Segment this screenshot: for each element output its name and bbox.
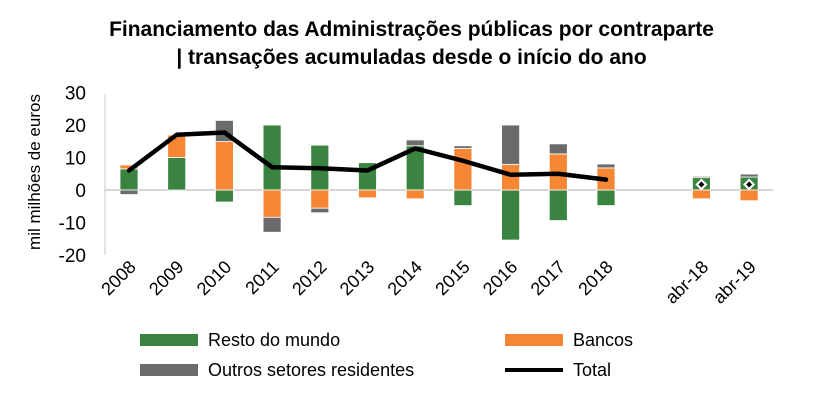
x-tick-label: 2018 xyxy=(574,257,616,299)
x-tick-label: 2017 xyxy=(527,257,569,299)
x-tick-label: abr-19 xyxy=(709,257,760,308)
bar-outros-setores-residentes xyxy=(596,163,616,169)
legend-swatch xyxy=(140,364,198,376)
bar-bancos xyxy=(739,189,759,202)
chart-title-line-1: Financiamento das Administrações pública… xyxy=(109,18,714,41)
y-axis-label: mil milhões de euros xyxy=(25,94,44,250)
y-tick-label: 30 xyxy=(65,84,86,105)
bar-outros-setores-residentes xyxy=(548,143,568,155)
y-tick-label: 0 xyxy=(75,181,86,202)
bar-bancos xyxy=(262,189,282,218)
bar-bancos xyxy=(453,147,473,191)
total-marker-core xyxy=(698,181,705,188)
y-tick-label: 20 xyxy=(65,116,86,137)
x-tick-label: abr-18 xyxy=(661,257,712,308)
bar-bancos xyxy=(214,141,234,191)
bar-resto-do-mundo xyxy=(167,157,187,191)
x-tick-label: 2011 xyxy=(241,257,283,299)
legend-label: Bancos xyxy=(573,330,633,350)
x-tick-label: 2016 xyxy=(479,257,521,299)
bar-bancos xyxy=(310,189,330,209)
y-tick-label: -10 xyxy=(59,214,86,235)
chart-title-line-2: | transações acumuladas desde o início d… xyxy=(176,46,647,69)
legend-label: Resto do mundo xyxy=(208,330,340,350)
bar-resto-do-mundo xyxy=(453,189,473,206)
bar-resto-do-mundo xyxy=(596,189,616,206)
y-tick-label: 10 xyxy=(65,149,86,170)
bar-resto-do-mundo xyxy=(548,189,568,221)
bar-outros-setores-residentes xyxy=(262,216,282,233)
bar-bancos xyxy=(358,189,377,199)
legend-swatch xyxy=(505,334,563,346)
total-line xyxy=(126,130,609,182)
bar-bancos xyxy=(405,189,425,200)
bar-outros-setores-residentes xyxy=(310,207,330,214)
x-tick-label: 2008 xyxy=(97,257,139,299)
bar-resto-do-mundo xyxy=(262,124,282,191)
bar-resto-do-mundo xyxy=(501,189,521,241)
bar-outros-setores-residentes xyxy=(692,175,711,179)
bar-outros-setores-residentes xyxy=(739,173,759,178)
bar-bancos xyxy=(501,163,521,191)
legend-label: Total xyxy=(573,360,611,380)
x-tick-label: 2015 xyxy=(431,257,473,299)
x-tick-label: 2013 xyxy=(336,257,378,299)
x-tick-label: 2010 xyxy=(193,257,235,299)
y-tick-label: -20 xyxy=(59,246,86,267)
x-tick-label: 2009 xyxy=(145,257,187,299)
bar-outros-setores-residentes xyxy=(405,139,425,147)
bar-outros-setores-residentes xyxy=(119,189,139,195)
bar-bancos xyxy=(692,189,711,200)
legend-swatch xyxy=(140,334,198,346)
x-tick-label: 2012 xyxy=(288,257,330,299)
total-marker-core xyxy=(746,181,753,188)
legend-label: Outros setores residentes xyxy=(208,360,414,380)
x-tick-label: 2014 xyxy=(384,257,426,299)
bar-outros-setores-residentes xyxy=(453,145,473,149)
bar-resto-do-mundo xyxy=(214,189,234,203)
bar-outros-setores-residentes xyxy=(501,124,521,165)
